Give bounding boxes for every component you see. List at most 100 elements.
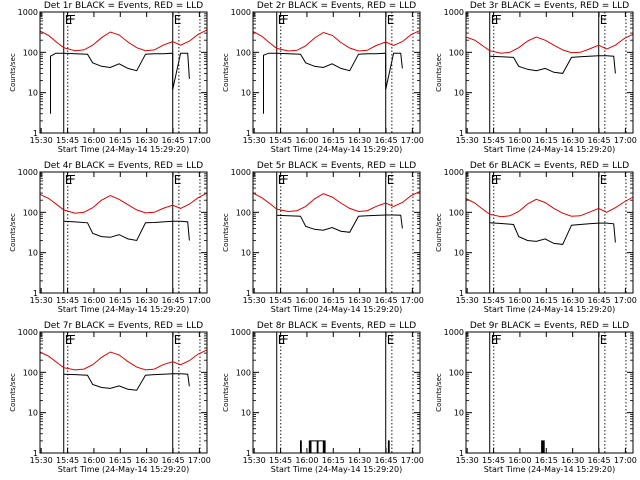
y-tick-label: 100 bbox=[449, 368, 464, 377]
x-tick-label: 16:45 bbox=[374, 296, 397, 305]
x-tick-label: 16:00 bbox=[82, 136, 105, 145]
y-tick-label: 1000 bbox=[231, 168, 251, 177]
x-axis-label: Start Time (24-May-14 15:29:20) bbox=[58, 465, 189, 474]
y-tick-label: 100 bbox=[449, 48, 464, 57]
x-tick-label: 16:30 bbox=[135, 296, 158, 305]
x-tick-label: 15:30 bbox=[243, 296, 266, 305]
x-tick-label: 15:45 bbox=[482, 296, 505, 305]
y-tick-label: 10 bbox=[454, 89, 464, 98]
x-tick-label: 17:00 bbox=[188, 456, 211, 465]
event-marker-label: F bbox=[282, 13, 289, 27]
x-tick-label: 16:15 bbox=[322, 296, 345, 305]
y-tick-label: 1000 bbox=[18, 328, 38, 337]
x-tick-label: 16:00 bbox=[508, 296, 531, 305]
y-tick-label: 1 bbox=[246, 289, 251, 298]
y-tick-label: 1000 bbox=[444, 168, 464, 177]
plot-title: Det 4r BLACK = Events, RED = LLD bbox=[44, 161, 203, 171]
events-series-line bbox=[276, 214, 403, 233]
x-tick-label: 15:30 bbox=[30, 136, 53, 145]
lld-series-line bbox=[465, 196, 634, 218]
x-tick-label: 15:45 bbox=[482, 136, 505, 145]
event-marker-label: E bbox=[491, 173, 499, 187]
x-tick-label: 17:00 bbox=[188, 136, 211, 145]
x-tick-label: 16:45 bbox=[587, 136, 610, 145]
event-marker-label: E bbox=[65, 13, 73, 27]
x-tick-label: 15:45 bbox=[56, 456, 79, 465]
lld-series-line bbox=[252, 190, 421, 213]
lld-series-line bbox=[39, 349, 208, 371]
x-tick-label: 17:00 bbox=[401, 456, 424, 465]
x-tick-label: 16:30 bbox=[561, 136, 584, 145]
x-tick-label: 16:45 bbox=[587, 296, 610, 305]
x-tick-label: 16:15 bbox=[109, 456, 132, 465]
x-axis-label: Start Time (24-May-14 15:29:20) bbox=[484, 145, 615, 154]
x-tick-label: 16:00 bbox=[508, 136, 531, 145]
event-marker-label: E bbox=[174, 13, 182, 27]
detector-plot-6: Det 6r BLACK = Events, RED = LLD 1 10 100 10… bbox=[435, 161, 637, 314]
event-marker-label: E bbox=[174, 333, 182, 347]
x-axis-label: Start Time (24-May-14 15:29:20) bbox=[58, 305, 189, 314]
event-marker-label: F bbox=[495, 333, 502, 347]
x-tick-label: 17:00 bbox=[401, 136, 424, 145]
x-axis-label: Start Time (24-May-14 15:29:20) bbox=[271, 145, 402, 154]
y-tick-label: 1 bbox=[33, 289, 38, 298]
x-axis-label: Start Time (24-May-14 15:29:20) bbox=[484, 465, 615, 474]
y-axis-label: Counts/sec bbox=[222, 373, 230, 412]
detector-plot-2: Det 2r BLACK = Events, RED = LLD 1 10 100 10… bbox=[222, 1, 424, 154]
y-axis-label: Counts/sec bbox=[222, 213, 230, 252]
detector-plot-1: Det 1r BLACK = Events, RED = LLD 1 10 100 10… bbox=[9, 1, 211, 154]
x-tick-label: 16:15 bbox=[109, 296, 132, 305]
x-tick-label: 15:45 bbox=[269, 296, 292, 305]
event-marker-label: F bbox=[69, 173, 76, 187]
x-tick-label: 16:00 bbox=[295, 296, 318, 305]
y-tick-label: 100 bbox=[236, 208, 251, 217]
detector-plot-5: Det 5r BLACK = Events, RED = LLD 1 10 100 10… bbox=[222, 161, 424, 314]
x-tick-label: 16:30 bbox=[135, 456, 158, 465]
x-tick-label: 16:00 bbox=[82, 456, 105, 465]
y-tick-label: 10 bbox=[241, 89, 251, 98]
y-tick-label: 10 bbox=[28, 249, 38, 258]
x-tick-label: 16:45 bbox=[587, 456, 610, 465]
x-tick-label: 16:15 bbox=[109, 136, 132, 145]
x-tick-label: 16:15 bbox=[322, 136, 345, 145]
y-tick-label: 100 bbox=[23, 208, 38, 217]
x-tick-label: 16:30 bbox=[561, 296, 584, 305]
y-axis-label: Counts/sec bbox=[435, 373, 443, 412]
plot-title: Det 9r BLACK = Events, RED = LLD bbox=[470, 321, 629, 331]
y-axis-label: Counts/sec bbox=[222, 53, 230, 92]
x-tick-label: 16:30 bbox=[561, 456, 584, 465]
x-tick-label: 16:15 bbox=[322, 456, 345, 465]
y-tick-label: 10 bbox=[28, 409, 38, 418]
y-tick-label: 1000 bbox=[444, 8, 464, 17]
x-tick-label: 15:30 bbox=[30, 296, 53, 305]
event-marker-label: E bbox=[174, 173, 182, 187]
y-tick-label: 1000 bbox=[444, 328, 464, 337]
event-marker-label: E bbox=[387, 13, 395, 27]
event-marker-label: E bbox=[600, 333, 608, 347]
x-tick-label: 16:45 bbox=[161, 136, 184, 145]
x-tick-label: 16:00 bbox=[82, 296, 105, 305]
x-tick-label: 15:45 bbox=[482, 456, 505, 465]
events-series-line bbox=[541, 440, 545, 454]
event-marker-label: F bbox=[69, 333, 76, 347]
y-tick-label: 1 bbox=[246, 129, 251, 138]
y-tick-label: 10 bbox=[28, 89, 38, 98]
x-tick-label: 16:15 bbox=[535, 456, 558, 465]
lld-series-line bbox=[39, 29, 208, 52]
y-tick-label: 100 bbox=[23, 368, 38, 377]
plot-frame bbox=[252, 171, 421, 294]
x-tick-label: 16:30 bbox=[135, 136, 158, 145]
y-tick-label: 1 bbox=[33, 449, 38, 458]
event-marker-label: E bbox=[278, 173, 286, 187]
events-series-line bbox=[63, 373, 190, 391]
event-marker-label: E bbox=[491, 13, 499, 27]
plot-title: Det 7r BLACK = Events, RED = LLD bbox=[44, 321, 203, 331]
x-axis-label: Start Time (24-May-14 15:29:20) bbox=[271, 305, 402, 314]
x-tick-label: 15:30 bbox=[456, 296, 479, 305]
x-tick-label: 15:30 bbox=[456, 456, 479, 465]
x-tick-label: 15:30 bbox=[243, 136, 266, 145]
plot-frame bbox=[465, 11, 634, 134]
event-marker-label: E bbox=[600, 173, 608, 187]
y-tick-label: 10 bbox=[241, 249, 251, 258]
